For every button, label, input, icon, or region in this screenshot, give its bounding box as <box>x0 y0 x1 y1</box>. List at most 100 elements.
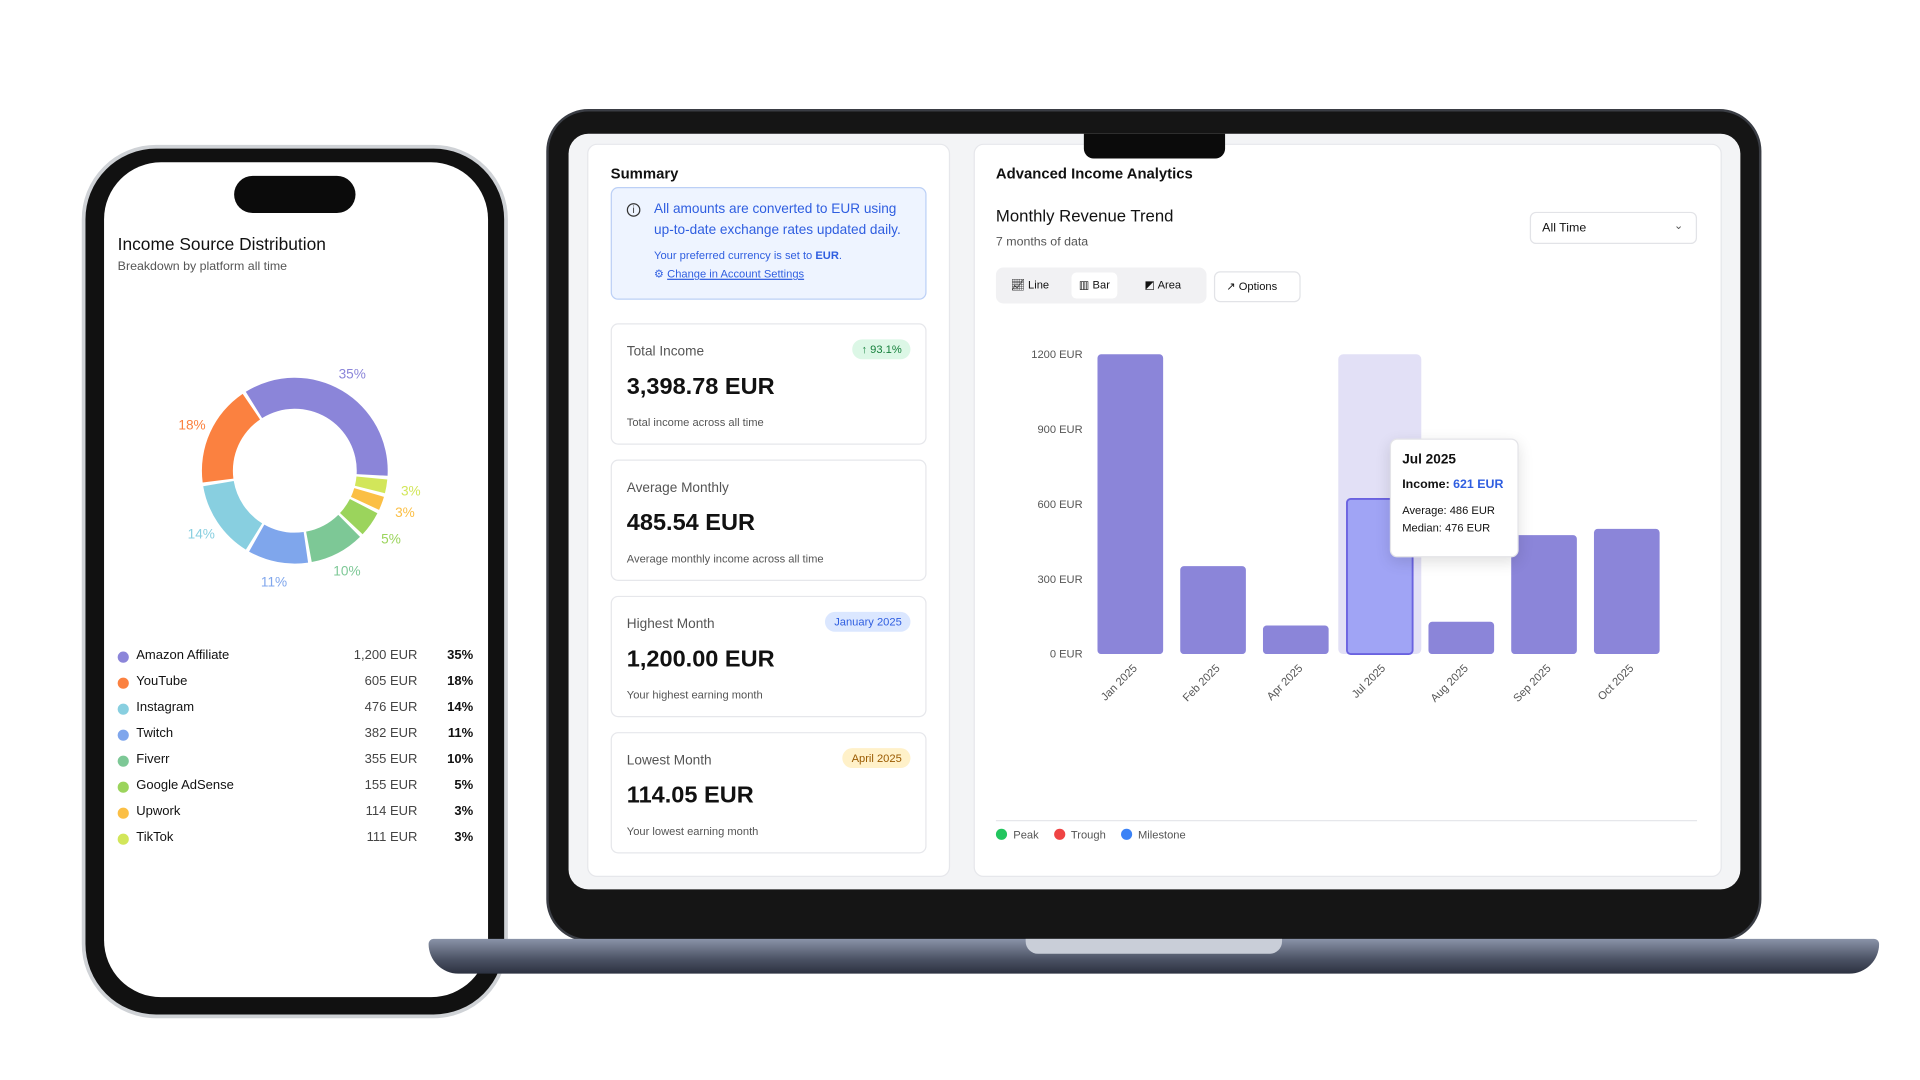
y-tick-label: 0 EUR <box>1050 649 1083 661</box>
currency-prefix: Your preferred currency is set to <box>654 248 816 262</box>
stat-card: Total Income ↑ 93.1% 3,398.78 EUR Total … <box>610 323 927 445</box>
source-amount: 114 EUR <box>365 803 418 819</box>
source-legend-item: Google AdSense 155 EUR 5% <box>117 777 474 798</box>
source-amount: 111 EUR <box>366 829 418 845</box>
analytics-title: Advanced Income Analytics <box>995 164 1193 183</box>
chart-type-area[interactable]: ◩ Area <box>1137 273 1188 299</box>
stat-description: Total income across all time <box>626 416 764 429</box>
chart-type-line[interactable]: 📈︎ Line <box>1003 273 1056 299</box>
donut-slice[interactable] <box>249 524 309 564</box>
bar-apr-2025[interactable] <box>1262 625 1329 655</box>
legend-dot <box>117 651 129 663</box>
legend-label: Trough <box>1070 828 1106 842</box>
bar-oct-2025[interactable] <box>1593 528 1660 655</box>
source-legend-item: Instagram 476 EUR 14% <box>117 699 474 720</box>
dynamic-island <box>234 175 356 214</box>
source-amount: 1,200 EUR <box>353 647 418 663</box>
slice-label: 35% <box>339 367 366 382</box>
source-percent: 5% <box>454 777 474 793</box>
legend-dot <box>117 833 129 845</box>
phone-screen <box>104 162 489 998</box>
x-tick-label: Oct 2025 <box>1596 663 1636 703</box>
slice-label: 3% <box>395 505 415 520</box>
tooltip-average: Average: 486 EUR <box>1402 504 1495 517</box>
time-range-select[interactable]: All Time ⌄ <box>1529 211 1698 245</box>
chart-title: Monthly Revenue Trend <box>995 206 1174 226</box>
donut-slice[interactable] <box>203 481 263 550</box>
slice-label: 3% <box>401 484 421 499</box>
slice-label: 18% <box>178 417 205 432</box>
legend-item: Trough <box>1053 828 1106 842</box>
tooltip-income: 621 EUR <box>1453 478 1504 492</box>
line-chart-icon: 📈︎ <box>1010 278 1029 292</box>
bar-aug-2025[interactable] <box>1428 621 1495 655</box>
stat-value: 1,200.00 EUR <box>626 646 775 673</box>
stat-value: 3,398.78 EUR <box>626 374 775 401</box>
x-tick-label: Sep 2025 <box>1511 663 1553 705</box>
line-label: Line <box>1028 278 1050 292</box>
donut-slice[interactable] <box>201 393 261 483</box>
bar-feb-2025[interactable] <box>1180 566 1246 655</box>
stat-card: Highest Month January 2025 1,200.00 EUR … <box>610 595 927 718</box>
donut-slice[interactable] <box>340 499 378 535</box>
stat-value: 485.54 EUR <box>626 510 756 537</box>
account-settings-link[interactable]: ⚙ Change in Account Settings <box>654 268 804 282</box>
area-label: Area <box>1157 278 1182 292</box>
info-line-1: All amounts are converted to EUR using <box>654 201 897 217</box>
x-tick-label: Aug 2025 <box>1429 663 1471 705</box>
y-tick-label: 300 EUR <box>1037 574 1082 586</box>
source-percent: 3% <box>454 803 474 819</box>
chart-type-bar[interactable]: ▥ Bar <box>1071 272 1118 299</box>
y-tick-label: 600 EUR <box>1037 499 1082 511</box>
legend-dot <box>117 781 129 793</box>
legend-label: Peak <box>1013 828 1039 842</box>
bar-sep-2025[interactable] <box>1511 535 1577 655</box>
source-legend-item: TikTok 111 EUR 3% <box>117 829 473 850</box>
revenue-bar-chart: 0 EUR 300 EUR 600 EUR 900 EUR 1200 EUR Jan 20… <box>1031 349 1660 705</box>
source-name: Google AdSense <box>136 777 234 793</box>
source-name: Amazon Affiliate <box>136 647 230 663</box>
source-name: Fiverr <box>136 751 170 767</box>
source-name: Twitch <box>136 725 174 741</box>
tooltip-median: Median: 476 EUR <box>1402 521 1491 534</box>
camera-notch <box>1083 133 1226 159</box>
legend-item: Milestone <box>1120 828 1186 842</box>
currency-value: EUR <box>815 248 839 262</box>
legend-label: Milestone <box>1137 828 1186 842</box>
donut-chart: 35% 3% 3% 5% 10% 11% 14% 18% <box>178 367 421 590</box>
donut-slice[interactable] <box>245 377 388 476</box>
x-tick-label: Jan 2025 <box>1099 663 1140 704</box>
distribution-subtitle: Breakdown by platform all time <box>117 260 288 274</box>
slice-label: 11% <box>261 574 287 589</box>
source-name: YouTube <box>136 673 188 689</box>
stat-label: Lowest Month <box>626 753 712 768</box>
source-amount: 155 EUR <box>364 777 418 793</box>
time-range-value: All Time <box>1542 221 1587 236</box>
stat-badge: January 2025 <box>825 611 911 632</box>
slice-label: 14% <box>188 527 215 542</box>
source-percent: 35% <box>447 647 474 663</box>
source-legend-item: Upwork 114 EUR 3% <box>117 803 474 824</box>
source-legend-item: Fiverr 355 EUR 10% <box>117 751 473 772</box>
stat-description: Your highest earning month <box>626 688 763 702</box>
donut-slice[interactable] <box>354 476 388 494</box>
settings-link-text[interactable]: Change in Account Settings <box>667 267 805 280</box>
source-legend-item: YouTube 605 EUR 18% <box>117 673 473 694</box>
currency-info-box: i All amounts are converted to EUR using… <box>610 187 927 300</box>
stat-description: Average monthly income across all time <box>626 552 824 565</box>
legend-dot <box>1120 828 1132 840</box>
x-tick-label: Jul 2025 <box>1350 663 1388 701</box>
source-percent: 14% <box>447 699 474 715</box>
donut-slice[interactable] <box>350 488 384 510</box>
bar-jan-2025[interactable] <box>1097 354 1164 655</box>
stat-value: 114.05 EUR <box>626 782 754 809</box>
stat-card: Average Monthly 485.54 EUR Average month… <box>610 459 927 581</box>
info-line-2: up-to-date exchange rates updated daily. <box>654 222 901 238</box>
legend-dot <box>117 729 129 741</box>
gear-icon: ⚙ <box>654 267 668 280</box>
x-tick-label: Feb 2025 <box>1181 663 1223 705</box>
x-tick-label: Apr 2025 <box>1265 663 1305 703</box>
donut-slice[interactable] <box>306 514 361 563</box>
options-button[interactable]: ↗ Options <box>1213 271 1301 303</box>
stat-badge: April 2025 <box>842 748 911 768</box>
